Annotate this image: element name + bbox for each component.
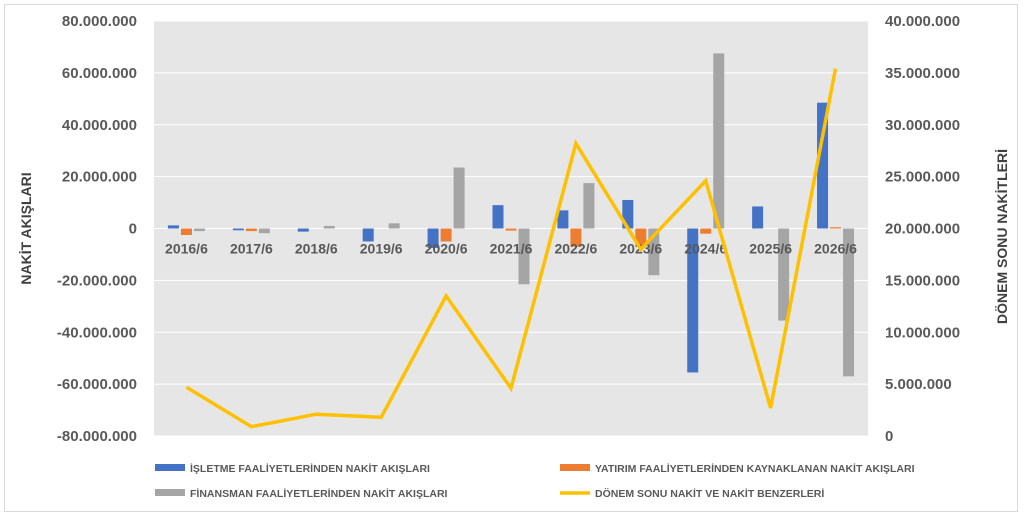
y2-tick-label: 15.000.000 (885, 272, 960, 289)
bar-3-2020/6 (453, 167, 465, 229)
y-tick-label: -80.000.000 (57, 428, 137, 445)
bar-2-2017/6 (245, 228, 257, 232)
bar-2-2024/6 (700, 228, 712, 234)
category-label: 2019/6 (360, 241, 403, 257)
bar-3-2017/6 (258, 228, 270, 234)
bar-3-2021/6 (518, 228, 530, 285)
y2-tick-label: 35.000.000 (885, 65, 960, 82)
bar-1-2019/6 (362, 228, 374, 242)
y2-tick-label: 10.000.000 (885, 324, 960, 341)
y-tick-label: -60.000.000 (57, 376, 137, 393)
category-label: 2021/6 (490, 241, 533, 257)
bar-1-2023/6 (622, 199, 634, 229)
bar-1-2020/6 (427, 228, 439, 248)
bar-2-2016/6 (180, 228, 192, 235)
y-tick-label: 60.000.000 (62, 65, 137, 82)
legend-label-1: İŞLETME FAALİYETLERİNDEN NAKİT AKIŞLARI (190, 462, 430, 475)
line-series-4 (185, 68, 838, 429)
bar-3-2018/6 (323, 225, 335, 229)
category-label: 2026/6 (814, 241, 857, 257)
legend-swatch-3 (155, 489, 185, 496)
bar-2-2023/6 (635, 228, 647, 247)
bar-1-2024/6 (687, 228, 699, 373)
bar-3-2024/6 (713, 53, 725, 229)
bar-1-2016/6 (167, 225, 179, 229)
bar-1-2021/6 (492, 205, 504, 229)
bar-3-2019/6 (388, 223, 400, 229)
y-tick-label: 40.000.000 (62, 117, 137, 134)
bar-1-2017/6 (232, 228, 244, 231)
category-label: 2017/6 (230, 241, 273, 257)
bar-3-2026/6 (843, 228, 855, 377)
combo-chart: 80.000.000 60.000.000 40.000.000 20.000.000… (18, 13, 1010, 500)
y-tick-label: -20.000.000 (57, 272, 137, 289)
legend-label-2: YATIRIM FAALİYETLERİNDEN KAYNAKLANAN NAK… (595, 462, 915, 475)
y2-tick-label: 5.000.000 (885, 376, 952, 393)
y2-tick-label: 20.000.000 (885, 221, 960, 238)
bar-2-2026/6 (830, 227, 842, 229)
category-label: 2016/6 (165, 241, 208, 257)
y-axis-title: NAKİT AKIŞLARI (18, 172, 34, 284)
category-label: 2024/6 (684, 241, 727, 257)
category-label: 2020/6 (425, 241, 468, 257)
bar-2-2022/6 (570, 228, 582, 247)
bar-3-2016/6 (193, 228, 205, 232)
legend-label-3: FİNANSMAN FAALİYETLERİNDEN NAKİT AKIŞLAR… (190, 487, 448, 500)
y-tick-label: 20.000.000 (62, 169, 137, 186)
chart-frame: 80.000.000 60.000.000 40.000.000 20.000.000… (4, 4, 1018, 512)
category-label: 2018/6 (295, 241, 338, 257)
bar-3-2022/6 (583, 183, 595, 229)
bar-1-2018/6 (297, 228, 309, 232)
y2-tick-label: 0 (885, 428, 893, 445)
y2-tick-label: 40.000.000 (885, 13, 960, 30)
legend-swatch-2 (560, 464, 590, 471)
bar-3-2023/6 (648, 228, 660, 276)
bar-1-2025/6 (752, 206, 764, 229)
bar-2-2020/6 (440, 228, 452, 242)
bar-3-2025/6 (778, 228, 790, 321)
category-label: 2025/6 (749, 241, 792, 257)
legend-swatch-1 (155, 464, 185, 471)
y-tick-label: 80.000.000 (62, 13, 137, 30)
y-tick-label: -40.000.000 (57, 324, 137, 341)
y2-tick-label: 25.000.000 (885, 169, 960, 186)
legend-label-4: DÖNEM SONU NAKİT VE NAKİT BENZERLERİ (595, 487, 824, 500)
y2-tick-label: 30.000.000 (885, 117, 960, 134)
bar-2-2021/6 (505, 228, 517, 231)
y2-axis-title: DÖNEM SONU NAKİTLERİ (994, 149, 1010, 324)
bar-1-2026/6 (817, 102, 829, 229)
y-tick-label: 0 (129, 221, 137, 238)
bar-1-2022/6 (557, 210, 569, 229)
category-label: 2022/6 (554, 241, 597, 257)
